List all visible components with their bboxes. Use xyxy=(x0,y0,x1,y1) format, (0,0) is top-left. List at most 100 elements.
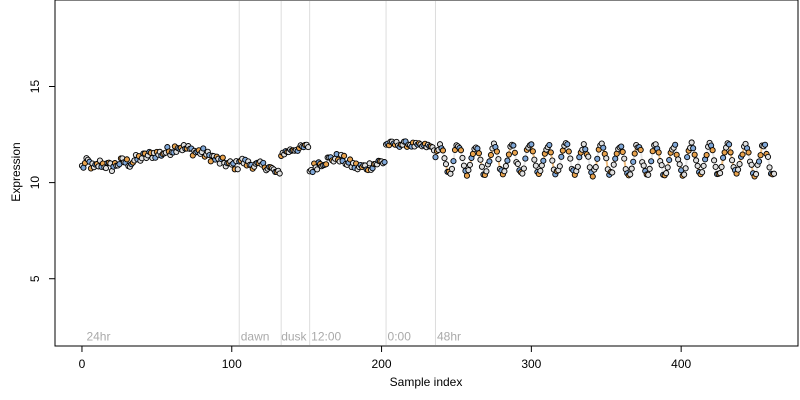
data-point xyxy=(510,142,517,149)
data-point xyxy=(580,141,587,148)
data-point xyxy=(594,155,601,162)
data-point xyxy=(603,155,610,162)
data-point xyxy=(770,170,778,177)
data-point xyxy=(745,149,752,156)
data-point xyxy=(276,170,283,177)
data-point xyxy=(465,167,472,174)
data-point xyxy=(547,149,554,156)
data-point xyxy=(486,158,493,165)
data-point xyxy=(676,161,683,168)
data-point xyxy=(700,162,707,169)
annotation-label: 0:00 xyxy=(388,329,412,343)
data-point xyxy=(609,169,616,176)
data-point xyxy=(537,167,544,174)
data-point xyxy=(493,148,500,155)
data-point xyxy=(646,165,653,172)
data-point xyxy=(564,141,571,148)
data-point xyxy=(529,148,536,155)
data-point xyxy=(610,161,617,168)
data-point xyxy=(717,170,724,177)
data-point xyxy=(739,151,746,158)
y-tick-label: 10 xyxy=(28,176,42,190)
vline-group xyxy=(238,1,436,345)
x-axis: 0 100 200 300 400 xyxy=(79,345,691,371)
data-point xyxy=(567,155,574,162)
data-point xyxy=(540,157,547,164)
data-point xyxy=(531,156,538,163)
data-point xyxy=(630,158,637,165)
y-axis-label: Expression xyxy=(9,142,23,201)
data-point xyxy=(582,146,589,153)
data-point xyxy=(477,156,484,163)
data-point xyxy=(684,154,691,161)
data-point xyxy=(693,157,700,164)
data-point xyxy=(612,155,619,162)
data-point xyxy=(627,171,634,178)
x-axis-label: Sample index xyxy=(390,375,463,389)
data-point xyxy=(735,166,742,173)
data-point xyxy=(718,163,725,170)
annotation-label: 48hr xyxy=(437,329,461,343)
data-point xyxy=(645,171,652,178)
x-tick-label: 300 xyxy=(521,357,541,371)
data-point xyxy=(102,165,109,172)
data-point xyxy=(457,147,465,154)
data-point xyxy=(123,156,130,163)
data-point xyxy=(655,149,662,156)
data-point xyxy=(712,163,719,170)
data-point xyxy=(648,158,655,165)
data-point xyxy=(501,168,508,175)
data-point xyxy=(672,141,679,148)
data-point xyxy=(532,162,539,169)
data-point xyxy=(558,153,565,160)
data-point xyxy=(549,157,556,164)
data-point xyxy=(448,165,456,172)
data-point xyxy=(681,171,688,178)
data-point xyxy=(502,162,509,170)
data-point xyxy=(432,154,439,161)
data-point xyxy=(703,151,710,159)
data-point xyxy=(637,146,644,153)
data-point xyxy=(514,160,521,167)
data-point xyxy=(483,168,490,175)
data-point xyxy=(709,147,716,154)
data-points xyxy=(78,138,778,180)
data-point xyxy=(757,152,764,159)
data-point xyxy=(504,157,511,164)
data-point xyxy=(219,154,226,161)
data-point xyxy=(469,150,476,157)
annotation-label: 24hr xyxy=(86,329,110,343)
data-point xyxy=(522,155,529,162)
data-point xyxy=(519,170,526,177)
data-point xyxy=(727,149,734,156)
data-point xyxy=(658,162,665,169)
data-point xyxy=(520,165,527,172)
data-point xyxy=(640,162,647,169)
data-point xyxy=(663,170,670,177)
data-point xyxy=(460,162,467,169)
y-tick-label: 15 xyxy=(28,80,42,94)
data-point xyxy=(487,151,494,159)
x-tick-label: 400 xyxy=(671,357,691,371)
annotation-label: dusk xyxy=(281,329,307,343)
data-point xyxy=(381,159,388,166)
data-point xyxy=(463,172,470,179)
data-point xyxy=(459,154,466,162)
data-point xyxy=(200,145,207,152)
x-tick-label: 100 xyxy=(222,357,242,371)
data-point xyxy=(756,158,763,165)
data-point xyxy=(559,147,566,154)
data-point xyxy=(600,144,607,151)
data-point xyxy=(711,157,718,164)
data-point xyxy=(694,162,701,169)
data-point xyxy=(442,161,450,168)
data-point xyxy=(323,161,330,168)
data-point xyxy=(585,153,592,160)
data-point xyxy=(592,164,599,171)
data-point xyxy=(589,173,596,180)
data-point xyxy=(649,148,656,155)
data-point xyxy=(619,148,626,155)
data-point xyxy=(699,169,706,176)
data-point xyxy=(234,166,241,173)
